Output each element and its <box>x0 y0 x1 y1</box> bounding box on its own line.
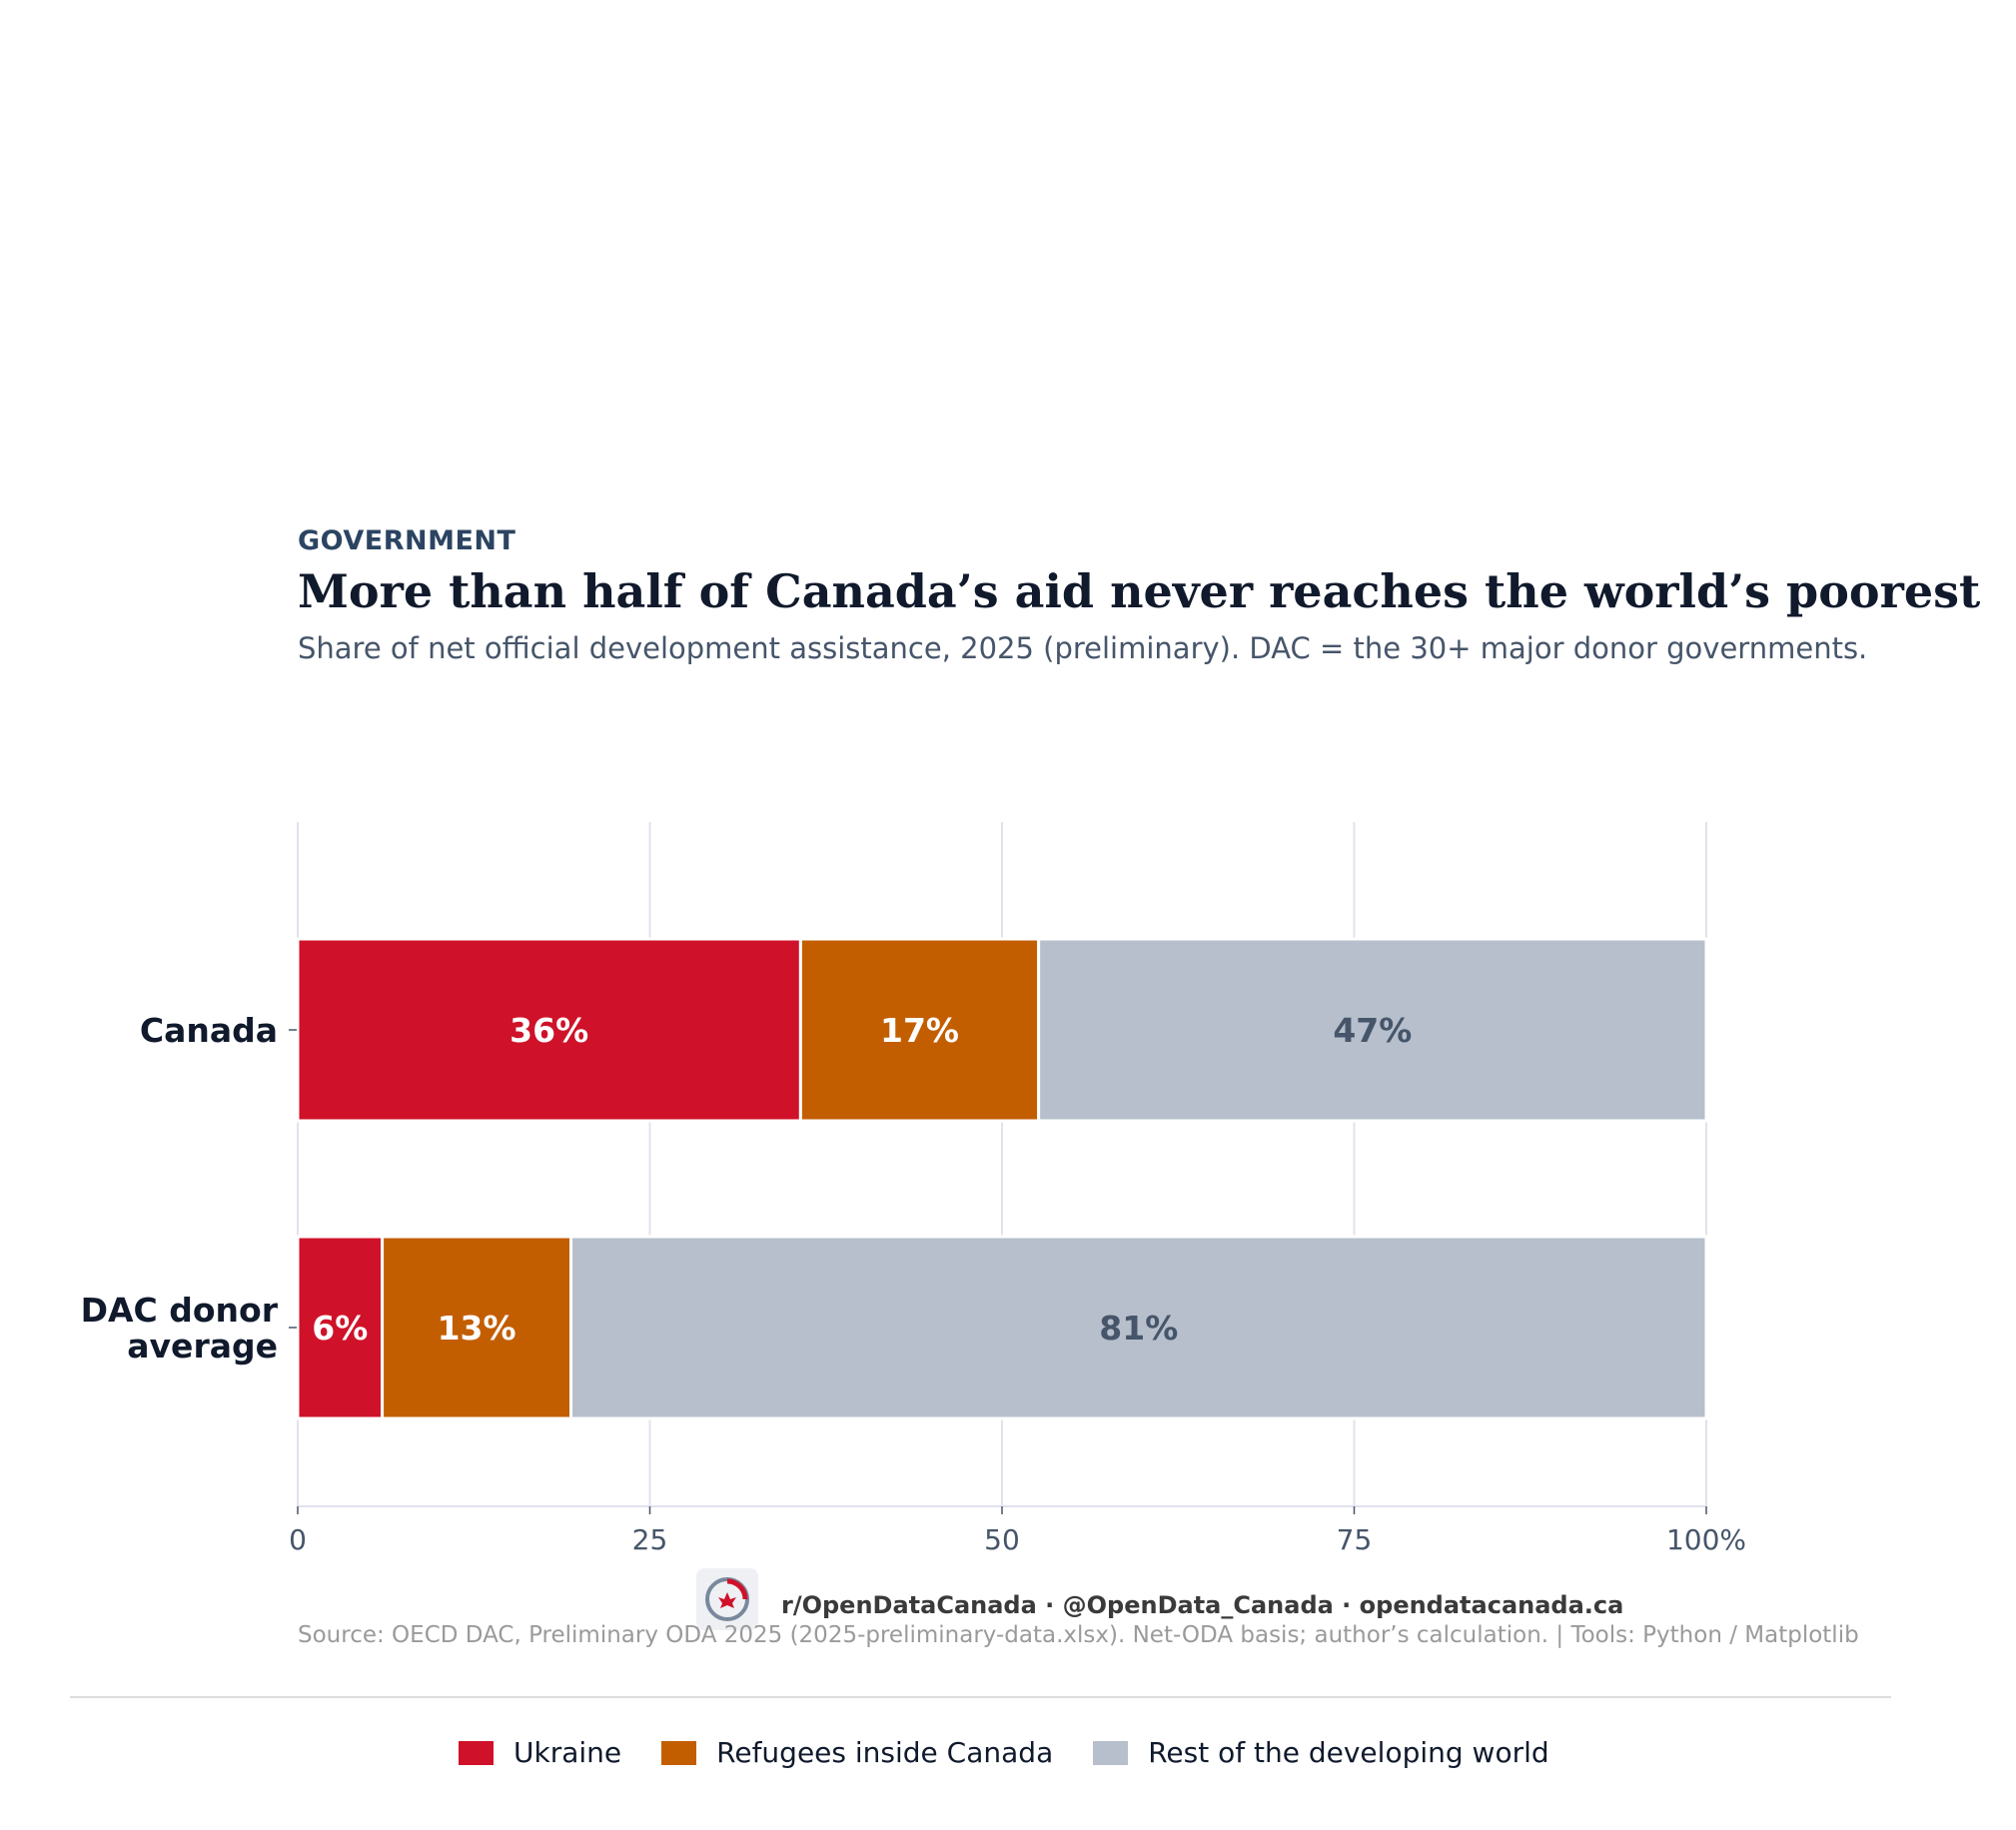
x-tick-label-1: 25 <box>632 1523 668 1556</box>
x-tick-label-4: 100% <box>1666 1523 1746 1556</box>
legend-swatch-rest <box>1093 1740 1129 1765</box>
data-label-refugees-0: 17% <box>880 1011 959 1050</box>
x-tick-label-3: 75 <box>1337 1523 1373 1556</box>
legend-swatch-ukraine <box>459 1740 494 1765</box>
bar-refugees-0 <box>798 937 1041 1123</box>
maple-leaf-logo-icon <box>705 1577 749 1621</box>
bar-rest-0 <box>1037 937 1708 1123</box>
x-tick-label-2: 50 <box>984 1523 1020 1556</box>
x-tick-label-0: 0 <box>289 1523 307 1556</box>
chart-legend: Ukraine Refugees inside Canada Rest of t… <box>459 1736 1589 1769</box>
bar-ukraine-0 <box>296 937 802 1123</box>
data-label-rest-1: 81% <box>1099 1309 1178 1348</box>
data-label-ukraine-0: 36% <box>509 1011 588 1050</box>
bar-ukraine-1 <box>296 1235 385 1420</box>
opendatacanada-logo <box>696 1568 758 1630</box>
data-label-rest-0: 47% <box>1333 1011 1412 1050</box>
legend-swatch-refugees <box>661 1740 697 1765</box>
bar-rest-1 <box>569 1235 1708 1420</box>
chart-kicker: GOVERNMENT <box>298 525 516 556</box>
bar-refugees-1 <box>381 1235 573 1420</box>
source-note: Source: OECD DAC, Preliminary ODA 2025 (… <box>298 1622 1859 1648</box>
y-category-label-0: Canada <box>140 1011 278 1050</box>
chart-subtitle: Share of net official development assist… <box>298 631 1868 665</box>
data-label-ukraine-1: 6% <box>312 1309 368 1348</box>
social-handles: r/OpenDataCanada · @OpenData_Canada · op… <box>781 1591 1624 1619</box>
legend-label-refugees: Refugees inside Canada <box>716 1736 1054 1769</box>
legend-item-refugees: Refugees inside Canada <box>661 1736 1053 1769</box>
legend-item-ukraine: Ukraine <box>459 1736 621 1769</box>
y-category-label-1: DAC donor average <box>81 1291 279 1366</box>
footer-divider <box>70 1696 1891 1698</box>
data-label-refugees-1: 13% <box>438 1309 516 1348</box>
chart-title: More than half of Canada’s aid never rea… <box>298 564 1981 618</box>
legend-item-rest: Rest of the developing world <box>1093 1736 1549 1769</box>
legend-label-rest: Rest of the developing world <box>1148 1736 1549 1769</box>
legend-label-ukraine: Ukraine <box>513 1736 622 1769</box>
